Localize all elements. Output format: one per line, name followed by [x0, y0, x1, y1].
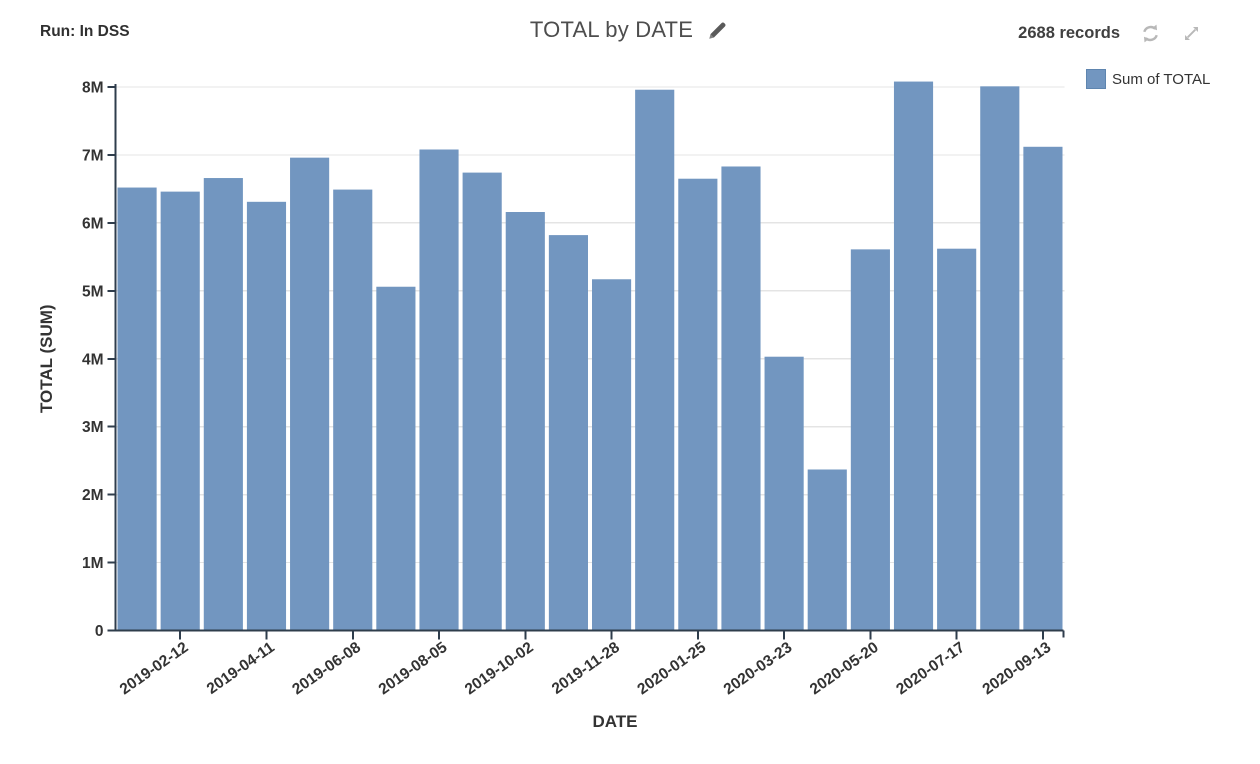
bar[interactable] — [376, 286, 416, 631]
y-axis-title: TOTAL (SUM) — [37, 304, 56, 413]
bar[interactable] — [678, 178, 718, 631]
expand-button[interactable] — [1180, 22, 1202, 44]
bar[interactable] — [807, 469, 847, 631]
x-tick-label: 2020-05-20 — [807, 639, 882, 698]
bar[interactable] — [246, 201, 287, 631]
bar[interactable] — [893, 81, 934, 631]
y-tick-label: 1M — [82, 555, 104, 572]
bar[interactable] — [160, 191, 200, 631]
y-tick-label: 4M — [82, 351, 104, 368]
x-tick-label: 2019-02-12 — [117, 639, 192, 698]
bar[interactable] — [850, 249, 890, 631]
bar[interactable] — [505, 212, 545, 631]
bar[interactable] — [117, 187, 157, 631]
y-tick-label: 2M — [82, 487, 104, 504]
refresh-icon — [1142, 24, 1158, 42]
bar[interactable] — [548, 235, 588, 631]
x-axis-title: DATE — [592, 712, 637, 731]
y-tick-label: 8M — [82, 80, 104, 97]
bar[interactable] — [937, 248, 977, 631]
y-tick-label: 7M — [82, 147, 104, 164]
bar[interactable] — [1023, 146, 1063, 631]
legend-swatch — [1086, 69, 1106, 89]
bar[interactable] — [980, 86, 1020, 631]
bar[interactable] — [203, 178, 243, 631]
records-toolbar: 2688 records — [1018, 22, 1202, 44]
run-mode-label: Run: In DSS — [40, 23, 130, 40]
refresh-button[interactable] — [1139, 22, 1161, 44]
x-tick-label: 2020-01-25 — [634, 639, 709, 699]
y-tick-label: 0 — [95, 623, 104, 640]
edit-title-button[interactable] — [706, 18, 730, 42]
bar[interactable] — [764, 356, 804, 631]
bar[interactable] — [721, 166, 761, 631]
x-tick-label: 2020-07-17 — [893, 639, 968, 698]
legend-label: Sum of TOTAL — [1112, 70, 1211, 88]
x-tick-label: 2020-09-13 — [980, 639, 1055, 699]
bar[interactable] — [333, 189, 373, 631]
x-tick-label: 2019-10-02 — [462, 639, 537, 698]
bar[interactable] — [592, 279, 632, 631]
y-tick-label: 6M — [82, 215, 104, 232]
records-count: 2688 records — [1018, 23, 1120, 42]
bar[interactable] — [635, 89, 675, 631]
x-tick-label: 2019-11-28 — [549, 639, 623, 698]
bar[interactable] — [290, 157, 330, 631]
bar[interactable] — [419, 149, 459, 631]
legend[interactable]: Sum of TOTAL — [1086, 69, 1210, 89]
expand-icon — [1184, 26, 1198, 40]
x-tick-label: 2020-03-23 — [721, 639, 796, 699]
x-tick-label: 2019-08-05 — [376, 639, 451, 699]
pencil-icon — [709, 22, 726, 39]
x-tick-label: 2019-06-08 — [289, 639, 364, 699]
y-tick-label: 5M — [82, 283, 104, 300]
bar[interactable] — [462, 172, 502, 631]
x-tick-label: 2019-04-11 — [204, 639, 278, 698]
y-tick-label: 3M — [82, 419, 104, 436]
